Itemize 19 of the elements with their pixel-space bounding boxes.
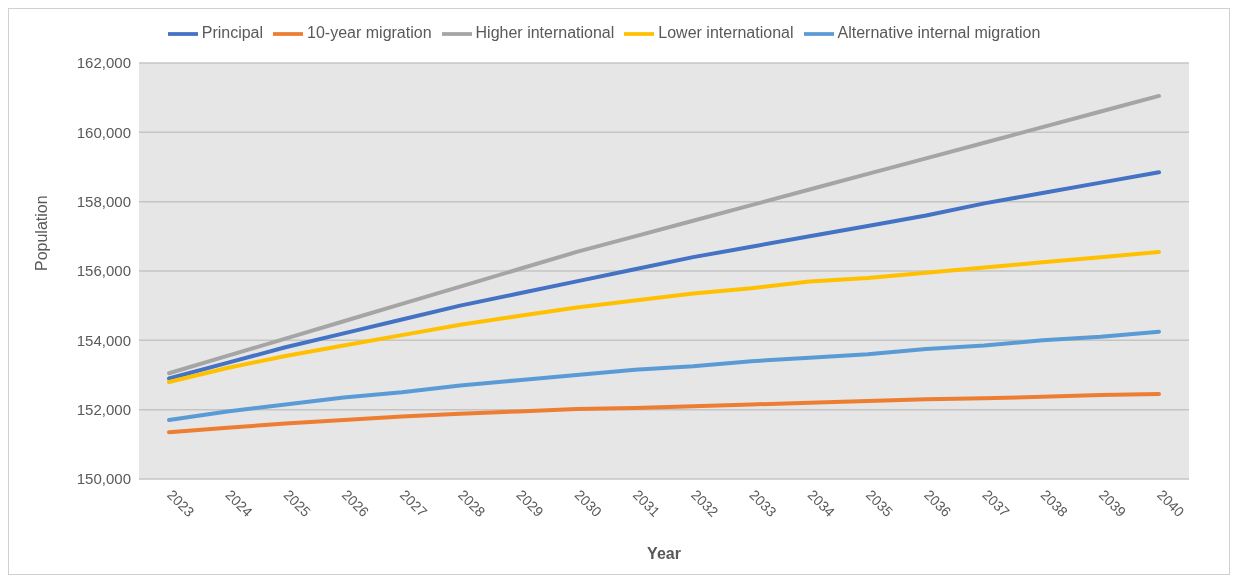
- line-series: [167, 93, 1161, 376]
- legend-label: 10-year migration: [307, 24, 432, 42]
- legend-label: Principal: [201, 24, 264, 42]
- y-tick-label: 150,000: [76, 470, 131, 488]
- y-tick-label: 154,000: [76, 331, 131, 349]
- line-series: [167, 392, 1161, 435]
- line-series: [167, 170, 1161, 381]
- y-tick-label: 158,000: [76, 192, 131, 210]
- legend-label: Lower international: [658, 24, 794, 42]
- y-axis-title: Population: [32, 195, 50, 271]
- line-series: [167, 249, 1161, 384]
- legend-label: Higher international: [475, 24, 615, 42]
- line-series: [167, 329, 1161, 423]
- y-tick-label: 162,000: [76, 54, 131, 72]
- y-tick-label: 152,000: [76, 400, 131, 418]
- x-axis-title: Year: [647, 545, 681, 562]
- y-tick-label: 156,000: [76, 262, 131, 280]
- y-tick-label: 160,000: [76, 123, 131, 141]
- legend-label: Alternative internal migration: [837, 24, 1041, 42]
